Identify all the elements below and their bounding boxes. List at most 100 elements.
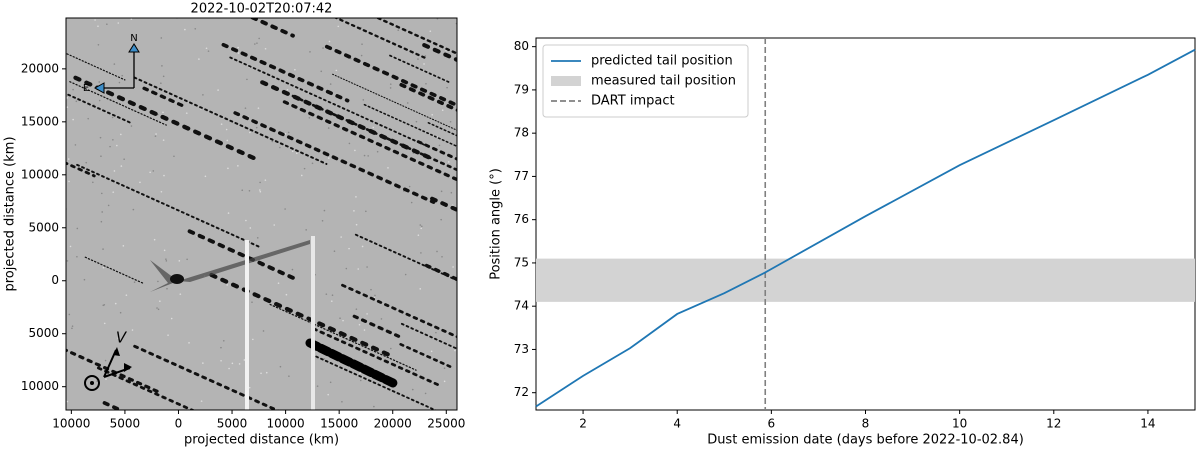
saturated-column — [245, 240, 249, 410]
noise — [339, 317, 341, 320]
star-trail — [427, 122, 457, 137]
sun-symbol — [84, 375, 100, 391]
noise — [370, 288, 372, 291]
x-tick-label: 0 — [175, 417, 183, 431]
noise — [66, 400, 69, 403]
noise — [104, 359, 107, 362]
noise — [342, 319, 344, 322]
noise — [96, 380, 98, 382]
noise — [122, 245, 125, 247]
x-tick-label: 14 — [1140, 417, 1155, 431]
y-tick-label: 15000 — [21, 114, 59, 128]
noise — [361, 245, 364, 248]
noise — [288, 375, 290, 377]
star-trail — [66, 52, 126, 81]
star-trail — [389, 54, 451, 84]
noise — [194, 27, 197, 30]
noise — [424, 55, 427, 57]
noise — [264, 179, 267, 181]
noise — [103, 322, 106, 325]
noise — [424, 392, 427, 395]
star-trail — [341, 283, 457, 339]
x-tick-label: 20000 — [374, 417, 412, 431]
noise — [220, 346, 222, 349]
noise — [425, 82, 427, 85]
noise — [254, 43, 256, 45]
noise — [300, 174, 303, 177]
noise — [279, 146, 281, 149]
noise — [130, 125, 133, 127]
noise — [121, 74, 124, 77]
y-tick-label: 0 — [51, 273, 59, 287]
noise — [76, 227, 79, 230]
star-trail — [354, 233, 457, 282]
noise — [118, 81, 121, 84]
noise — [105, 378, 107, 380]
noise — [325, 293, 328, 295]
noise — [160, 190, 163, 193]
noise — [262, 330, 265, 332]
noise — [257, 107, 260, 109]
noise — [178, 260, 181, 262]
noise — [420, 227, 422, 230]
noise — [157, 308, 160, 311]
x-tick-label: 10000 — [52, 417, 90, 431]
noise — [454, 349, 456, 352]
noise — [284, 208, 286, 210]
legend-label: DART impact — [591, 94, 675, 109]
star-trail — [248, 18, 295, 38]
star-trail — [305, 338, 400, 389]
noise — [284, 133, 287, 135]
noise — [205, 47, 208, 50]
noise — [100, 220, 103, 223]
noise — [185, 112, 188, 114]
noise — [249, 131, 251, 134]
noise — [273, 224, 276, 226]
noise — [85, 161, 88, 164]
noise — [265, 371, 268, 374]
annotation: E — [83, 83, 89, 94]
noise — [285, 293, 288, 296]
noise — [71, 327, 73, 330]
noise — [264, 47, 267, 50]
x-tick-label: 5000 — [217, 417, 248, 431]
noise — [133, 281, 136, 284]
noise — [357, 268, 360, 270]
noise — [119, 311, 122, 314]
noise — [259, 181, 261, 184]
star-trail — [312, 327, 441, 387]
noise — [159, 300, 161, 302]
noise — [327, 393, 329, 396]
noise — [423, 63, 425, 65]
x-tick-label: 2 — [579, 417, 587, 431]
noise — [372, 126, 375, 129]
noise — [309, 51, 311, 53]
noise — [363, 154, 366, 157]
noise — [152, 170, 155, 172]
noise — [353, 210, 355, 212]
noise — [260, 372, 262, 375]
noise — [220, 359, 222, 362]
noise — [440, 218, 442, 221]
y-tick-label: 72 — [514, 385, 529, 399]
noise — [99, 136, 102, 139]
noise — [333, 250, 336, 253]
noise — [376, 150, 379, 153]
noise — [408, 185, 411, 188]
y-tick-label: 78 — [514, 126, 529, 140]
noise — [431, 113, 433, 116]
noise — [123, 158, 125, 161]
noise — [246, 78, 248, 81]
noise — [225, 128, 228, 131]
noise — [165, 258, 167, 260]
y-tick-label: 10000 — [21, 167, 59, 181]
y-tick-label: 10000 — [21, 379, 59, 393]
annotation: N — [130, 33, 137, 44]
noise — [420, 252, 422, 254]
noise — [316, 385, 319, 387]
y-tick-label: 76 — [514, 212, 529, 226]
star-trail — [430, 196, 457, 213]
noise — [251, 301, 253, 304]
compass-n-head — [128, 43, 140, 53]
